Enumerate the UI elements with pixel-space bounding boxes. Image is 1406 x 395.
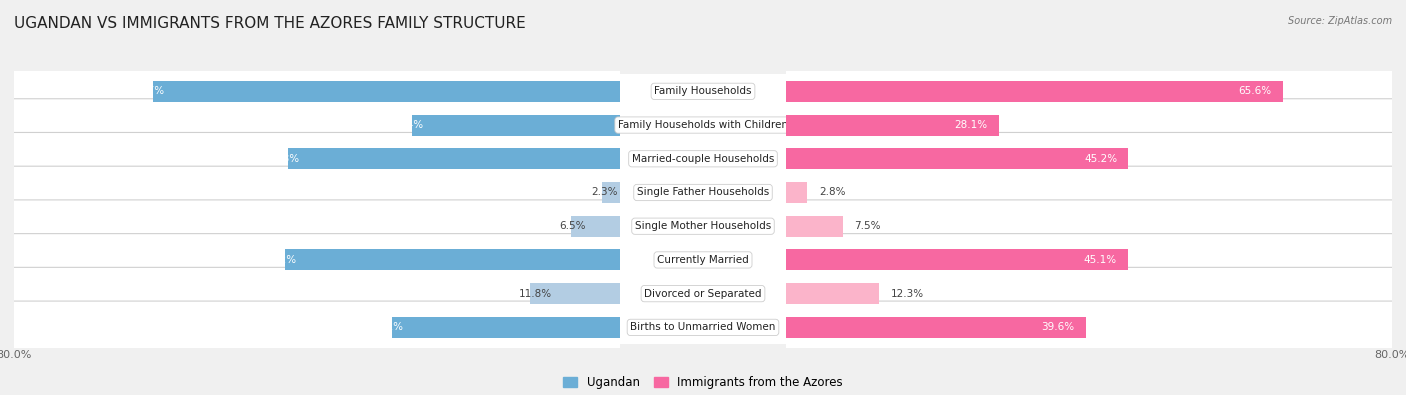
Bar [620, 277, 786, 310]
FancyBboxPatch shape [785, 200, 1395, 252]
Bar [153, 81, 620, 102]
FancyBboxPatch shape [620, 277, 786, 310]
Legend: Ugandan, Immigrants from the Azores: Ugandan, Immigrants from the Azores [562, 376, 844, 389]
Bar [786, 81, 1282, 102]
Text: 39.6%: 39.6% [1042, 322, 1074, 332]
FancyBboxPatch shape [620, 75, 786, 108]
Bar [620, 143, 786, 175]
FancyBboxPatch shape [620, 108, 1226, 142]
Text: UGANDAN VS IMMIGRANTS FROM THE AZORES FAMILY STRUCTURE: UGANDAN VS IMMIGRANTS FROM THE AZORES FA… [14, 16, 526, 31]
Bar [786, 317, 1085, 338]
FancyBboxPatch shape [620, 176, 786, 209]
Text: 30.1%: 30.1% [370, 322, 404, 332]
Text: Family Households with Children: Family Households with Children [619, 120, 787, 130]
Text: Births to Unmarried Women: Births to Unmarried Women [630, 322, 776, 332]
Bar [412, 115, 620, 135]
Text: 61.7%: 61.7% [131, 87, 165, 96]
Bar [285, 250, 620, 271]
FancyBboxPatch shape [620, 310, 1226, 344]
Text: Married-couple Households: Married-couple Households [631, 154, 775, 164]
Bar [786, 182, 807, 203]
Bar [620, 210, 786, 243]
FancyBboxPatch shape [786, 108, 1392, 142]
FancyBboxPatch shape [785, 166, 1395, 219]
Text: 65.6%: 65.6% [1239, 87, 1271, 96]
Text: 2.8%: 2.8% [818, 188, 845, 198]
Text: Source: ZipAtlas.com: Source: ZipAtlas.com [1288, 16, 1392, 26]
FancyBboxPatch shape [785, 132, 1395, 185]
FancyBboxPatch shape [620, 142, 1226, 176]
Text: Single Mother Households: Single Mother Households [636, 221, 770, 231]
FancyBboxPatch shape [11, 301, 621, 354]
Text: 6.5%: 6.5% [560, 221, 586, 231]
Bar [602, 182, 620, 203]
FancyBboxPatch shape [11, 166, 621, 219]
Bar [530, 283, 620, 304]
Text: Family Households: Family Households [654, 87, 752, 96]
FancyBboxPatch shape [11, 65, 621, 118]
Text: 11.8%: 11.8% [519, 289, 553, 299]
Text: 45.2%: 45.2% [1084, 154, 1118, 164]
FancyBboxPatch shape [620, 209, 786, 243]
FancyBboxPatch shape [620, 310, 786, 344]
Text: 27.4%: 27.4% [391, 120, 423, 130]
FancyBboxPatch shape [11, 267, 621, 320]
Text: 45.1%: 45.1% [1083, 255, 1116, 265]
FancyBboxPatch shape [11, 99, 621, 151]
FancyBboxPatch shape [11, 233, 621, 286]
FancyBboxPatch shape [620, 142, 786, 176]
Bar [288, 148, 620, 169]
FancyBboxPatch shape [785, 99, 1395, 151]
Text: Currently Married: Currently Married [657, 255, 749, 265]
Bar [392, 317, 620, 338]
FancyBboxPatch shape [786, 209, 1392, 243]
Bar [786, 148, 1129, 169]
FancyBboxPatch shape [786, 75, 1392, 108]
FancyBboxPatch shape [620, 75, 1226, 108]
Bar [620, 311, 786, 344]
Text: 28.1%: 28.1% [955, 120, 987, 130]
FancyBboxPatch shape [620, 277, 1226, 310]
FancyBboxPatch shape [620, 243, 1226, 277]
Bar [620, 75, 786, 107]
Text: 7.5%: 7.5% [855, 221, 882, 231]
FancyBboxPatch shape [785, 233, 1395, 286]
Text: 12.3%: 12.3% [891, 289, 924, 299]
FancyBboxPatch shape [786, 243, 1392, 277]
FancyBboxPatch shape [785, 65, 1395, 118]
FancyBboxPatch shape [620, 243, 786, 277]
Text: Divorced or Separated: Divorced or Separated [644, 289, 762, 299]
FancyBboxPatch shape [785, 301, 1395, 354]
Bar [786, 283, 879, 304]
Bar [620, 244, 786, 276]
FancyBboxPatch shape [620, 209, 1226, 243]
Bar [620, 109, 786, 141]
Bar [571, 216, 620, 237]
FancyBboxPatch shape [11, 132, 621, 185]
FancyBboxPatch shape [785, 267, 1395, 320]
FancyBboxPatch shape [786, 277, 1392, 310]
FancyBboxPatch shape [620, 176, 1226, 209]
FancyBboxPatch shape [11, 200, 621, 252]
Text: Single Father Households: Single Father Households [637, 188, 769, 198]
Text: 2.3%: 2.3% [591, 188, 617, 198]
Bar [786, 250, 1128, 271]
Bar [620, 176, 786, 209]
Bar [786, 216, 844, 237]
FancyBboxPatch shape [786, 176, 1392, 209]
Bar [786, 115, 1000, 135]
FancyBboxPatch shape [786, 142, 1392, 176]
FancyBboxPatch shape [620, 108, 786, 142]
FancyBboxPatch shape [786, 310, 1392, 344]
Text: 44.2%: 44.2% [263, 255, 297, 265]
Text: 43.8%: 43.8% [266, 154, 299, 164]
